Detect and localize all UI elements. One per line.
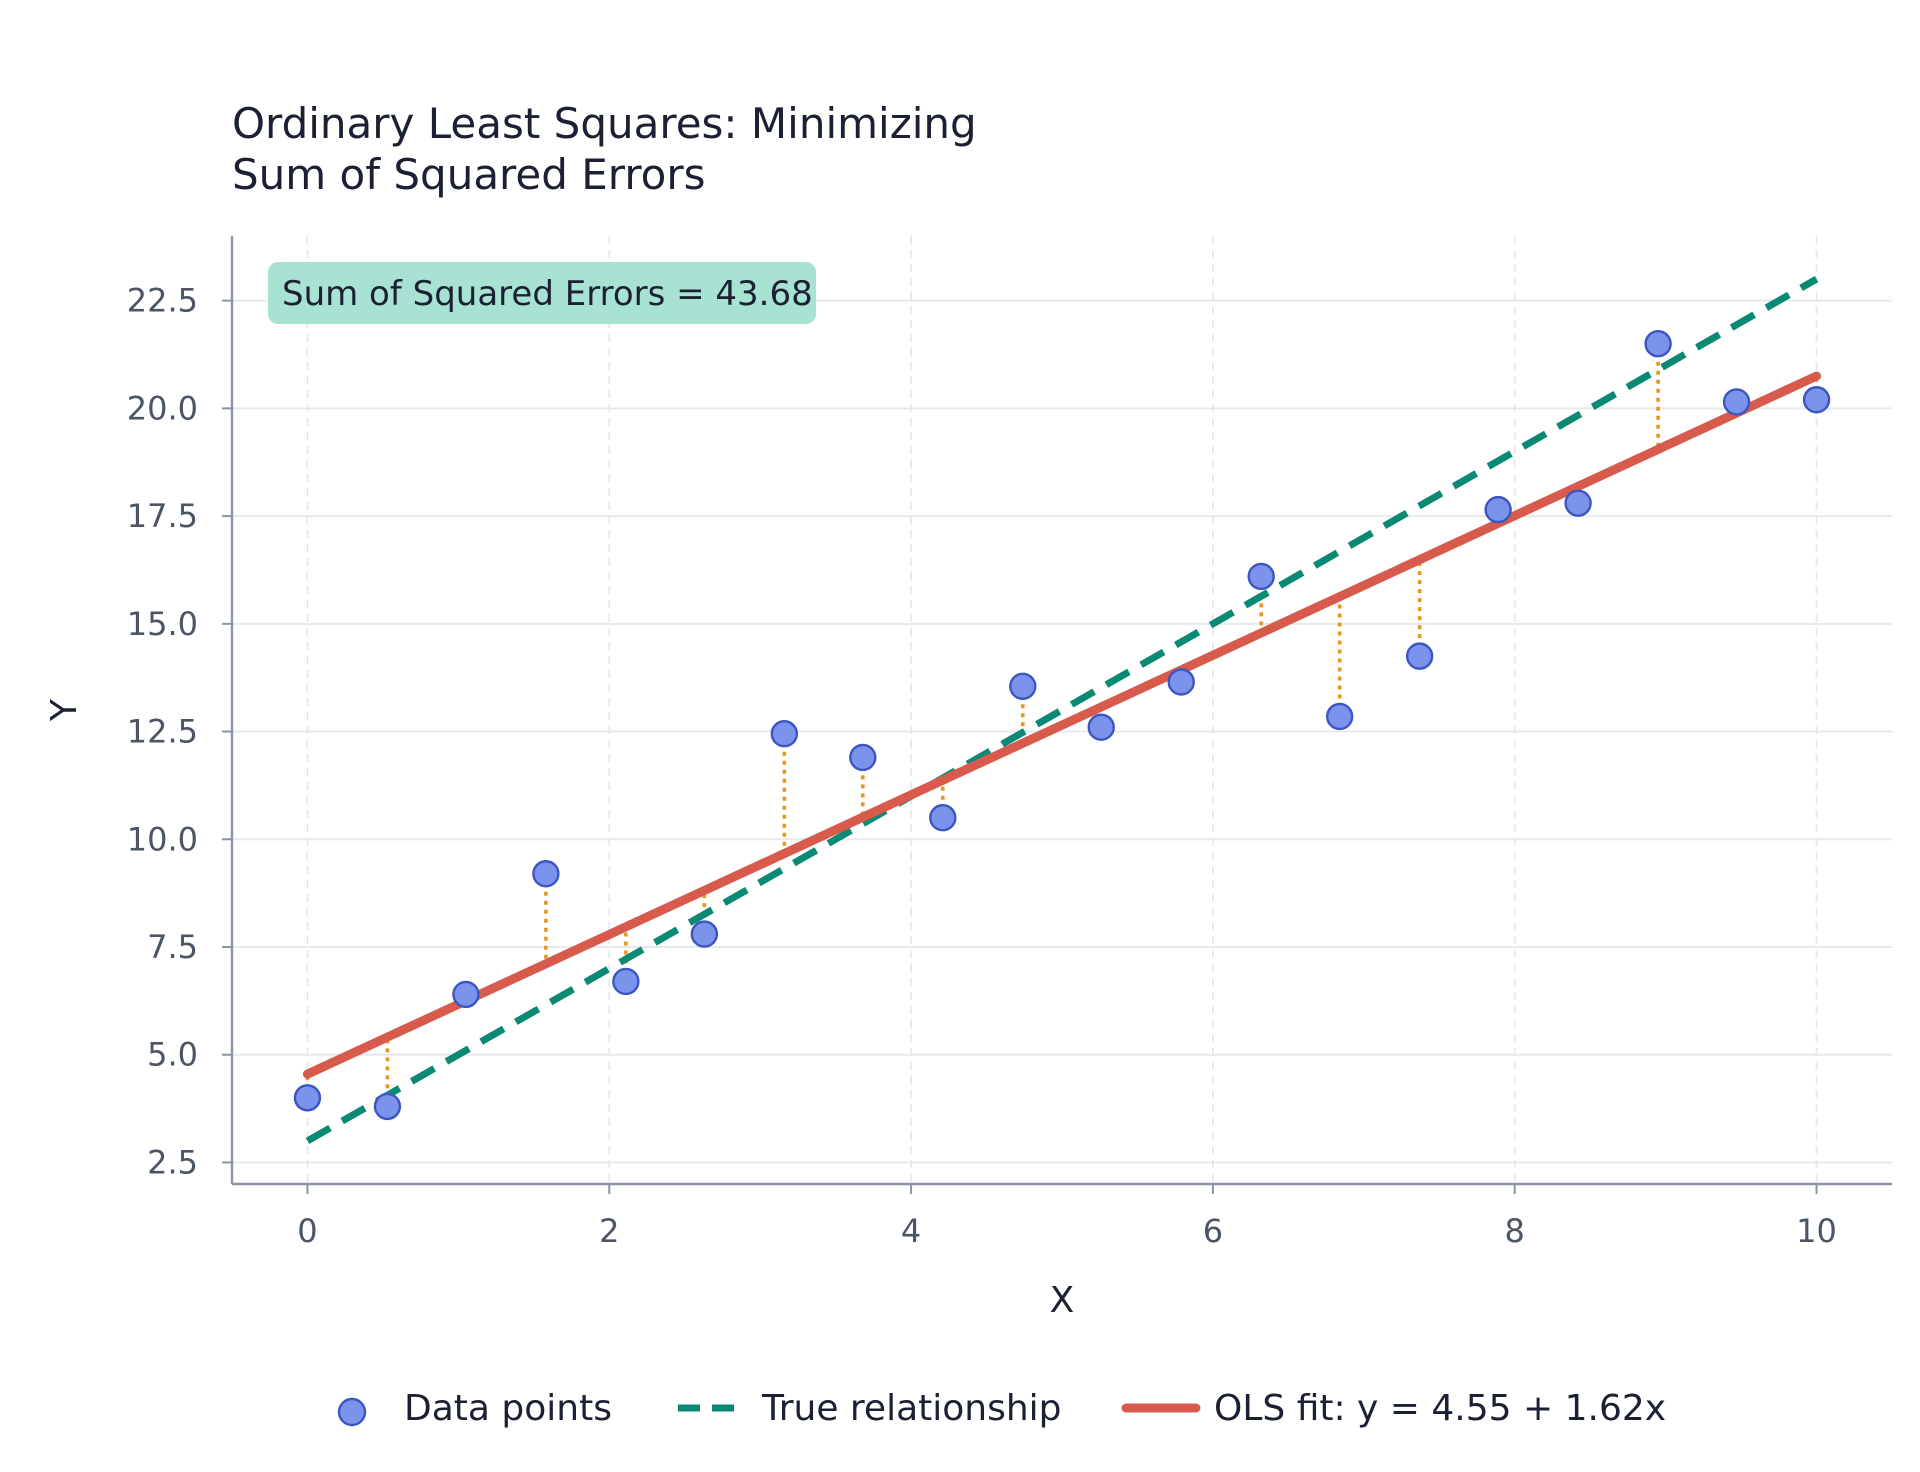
data-point-11 [1167, 668, 1195, 696]
data-point-16 [1564, 489, 1592, 517]
sse-annotation-text: Sum of Squared Errors = 43.68 [282, 274, 813, 314]
legend: Data points True relationship OLS fit: y… [337, 1388, 1666, 1429]
legend-true-relationship-label: True relationship [761, 1388, 1062, 1429]
y-tick-label-0: 2.5 [147, 1143, 198, 1181]
data-point-12 [1247, 562, 1275, 591]
legend-data-points-marker [337, 1397, 367, 1427]
axes [222, 236, 1892, 1194]
data-points [293, 330, 1831, 1121]
x-tick-label-5: 10 [1796, 1212, 1837, 1250]
data-point-0 [293, 1084, 322, 1112]
y-tick-label-3: 10.0 [127, 820, 198, 858]
data-point-19 [1802, 386, 1831, 414]
x-axis-label: X [1050, 1280, 1075, 1321]
data-point-14 [1405, 642, 1434, 670]
y-tick-label-8: 22.5 [127, 282, 198, 320]
x-tick-label-2: 4 [901, 1212, 921, 1250]
tick-labels: 2.5 5.0 7.5 10.0 12.5 15.0 17.5 20.0 22.5 0 2 4 6 8 10 [127, 282, 1837, 1250]
data-point-18 [1722, 388, 1751, 416]
true-relationship-line [305, 276, 1819, 1144]
x-tick-label-4: 8 [1505, 1212, 1525, 1250]
sse-annotation: Sum of Squared Errors = 43.68 [268, 262, 816, 324]
y-tick-label-5: 15.0 [127, 605, 198, 643]
y-tick-label-1: 5.0 [147, 1036, 198, 1074]
y-tick-label-4: 12.5 [127, 713, 198, 751]
data-point-15 [1484, 495, 1512, 524]
x-tick-label-3: 6 [1203, 1212, 1223, 1250]
data-point-10 [1087, 713, 1115, 741]
data-point-2 [452, 980, 480, 1009]
data-point-17 [1644, 330, 1672, 358]
x-tick-label-0: 0 [297, 1212, 317, 1250]
data-point-7 [849, 743, 877, 772]
legend-ols-fit-label: OLS fit: y = 4.55 + 1.62x [1214, 1388, 1666, 1429]
x-tick-label-1: 2 [599, 1212, 619, 1250]
y-tick-label-2: 7.5 [147, 928, 198, 966]
lines [302, 276, 1822, 1144]
chart-title-line-2: Sum of Squared Errors [232, 150, 706, 199]
y-tick-label-7: 20.0 [127, 389, 198, 427]
y-tick-label-6: 17.5 [127, 497, 198, 535]
legend-data-points-label: Data points [404, 1388, 612, 1429]
sse-annotation-box [268, 262, 816, 324]
data-point-4 [612, 967, 640, 996]
data-point-13 [1325, 702, 1354, 731]
data-point-3 [532, 860, 560, 888]
chart-title-line-1: Ordinary Least Squares: Minimizing [232, 99, 977, 148]
data-point-6 [770, 720, 799, 748]
y-axis-label: Y [44, 698, 85, 722]
data-point-8 [929, 804, 957, 832]
data-point-1 [373, 1092, 402, 1121]
data-point-9 [1009, 672, 1037, 700]
data-point-5 [690, 920, 719, 948]
ols-fit-line [302, 371, 1822, 1079]
